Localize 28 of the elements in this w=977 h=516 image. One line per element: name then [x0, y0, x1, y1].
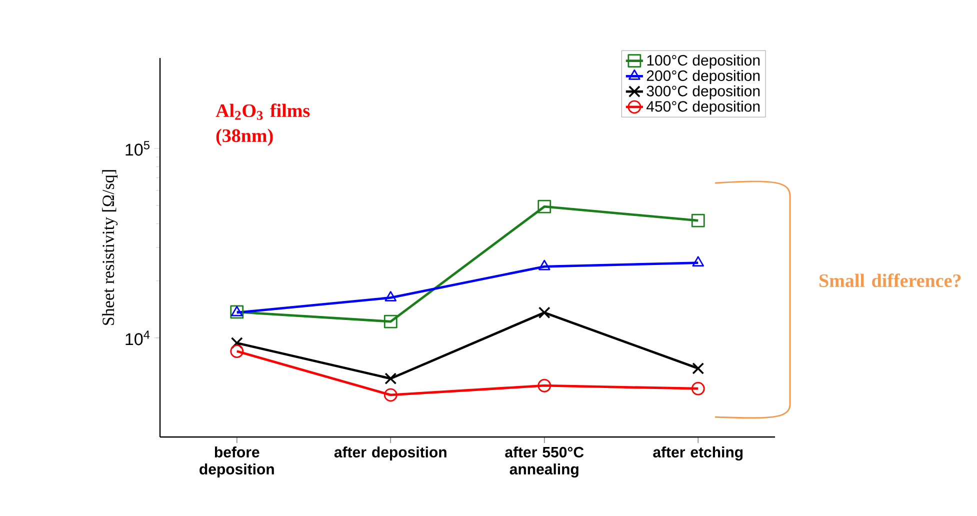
- legend-label: 200°C deposition: [646, 70, 760, 84]
- y-axis-title: Sheet resistivity [Ω/sq]: [102, 170, 118, 325]
- legend-label: 100°C deposition: [647, 54, 760, 69]
- x-tick-label: after deposition: [334, 446, 446, 460]
- point: [384, 290, 397, 302]
- point: [691, 382, 705, 396]
- legend-label: 300°C deposition: [646, 85, 760, 100]
- point: [230, 306, 243, 316]
- annotation: Al$_{2}$O$_{3}$ films (38nm): [216, 104, 310, 146]
- text: Small difference?: [820, 274, 961, 288]
- y-tick-label: 10$^{5}$: [126, 141, 150, 156]
- point: [538, 200, 552, 214]
- point: [538, 306, 550, 318]
- point: [384, 388, 398, 402]
- x-tick-label: after etching: [653, 446, 743, 461]
- x-tick-label: after 550°C annealing: [505, 446, 584, 478]
- point: [384, 372, 396, 384]
- point: [692, 256, 704, 267]
- point: [538, 260, 550, 270]
- point: [230, 344, 244, 358]
- legend-label: 450°C deposition: [646, 100, 760, 115]
- point: [538, 378, 552, 392]
- x-tick-label: before deposition: [200, 446, 274, 478]
- y-tick-label: 10$^{4}$: [126, 330, 150, 346]
- point: [230, 305, 244, 319]
- point: [692, 362, 704, 374]
- point: [691, 214, 705, 228]
- point: [384, 314, 398, 328]
